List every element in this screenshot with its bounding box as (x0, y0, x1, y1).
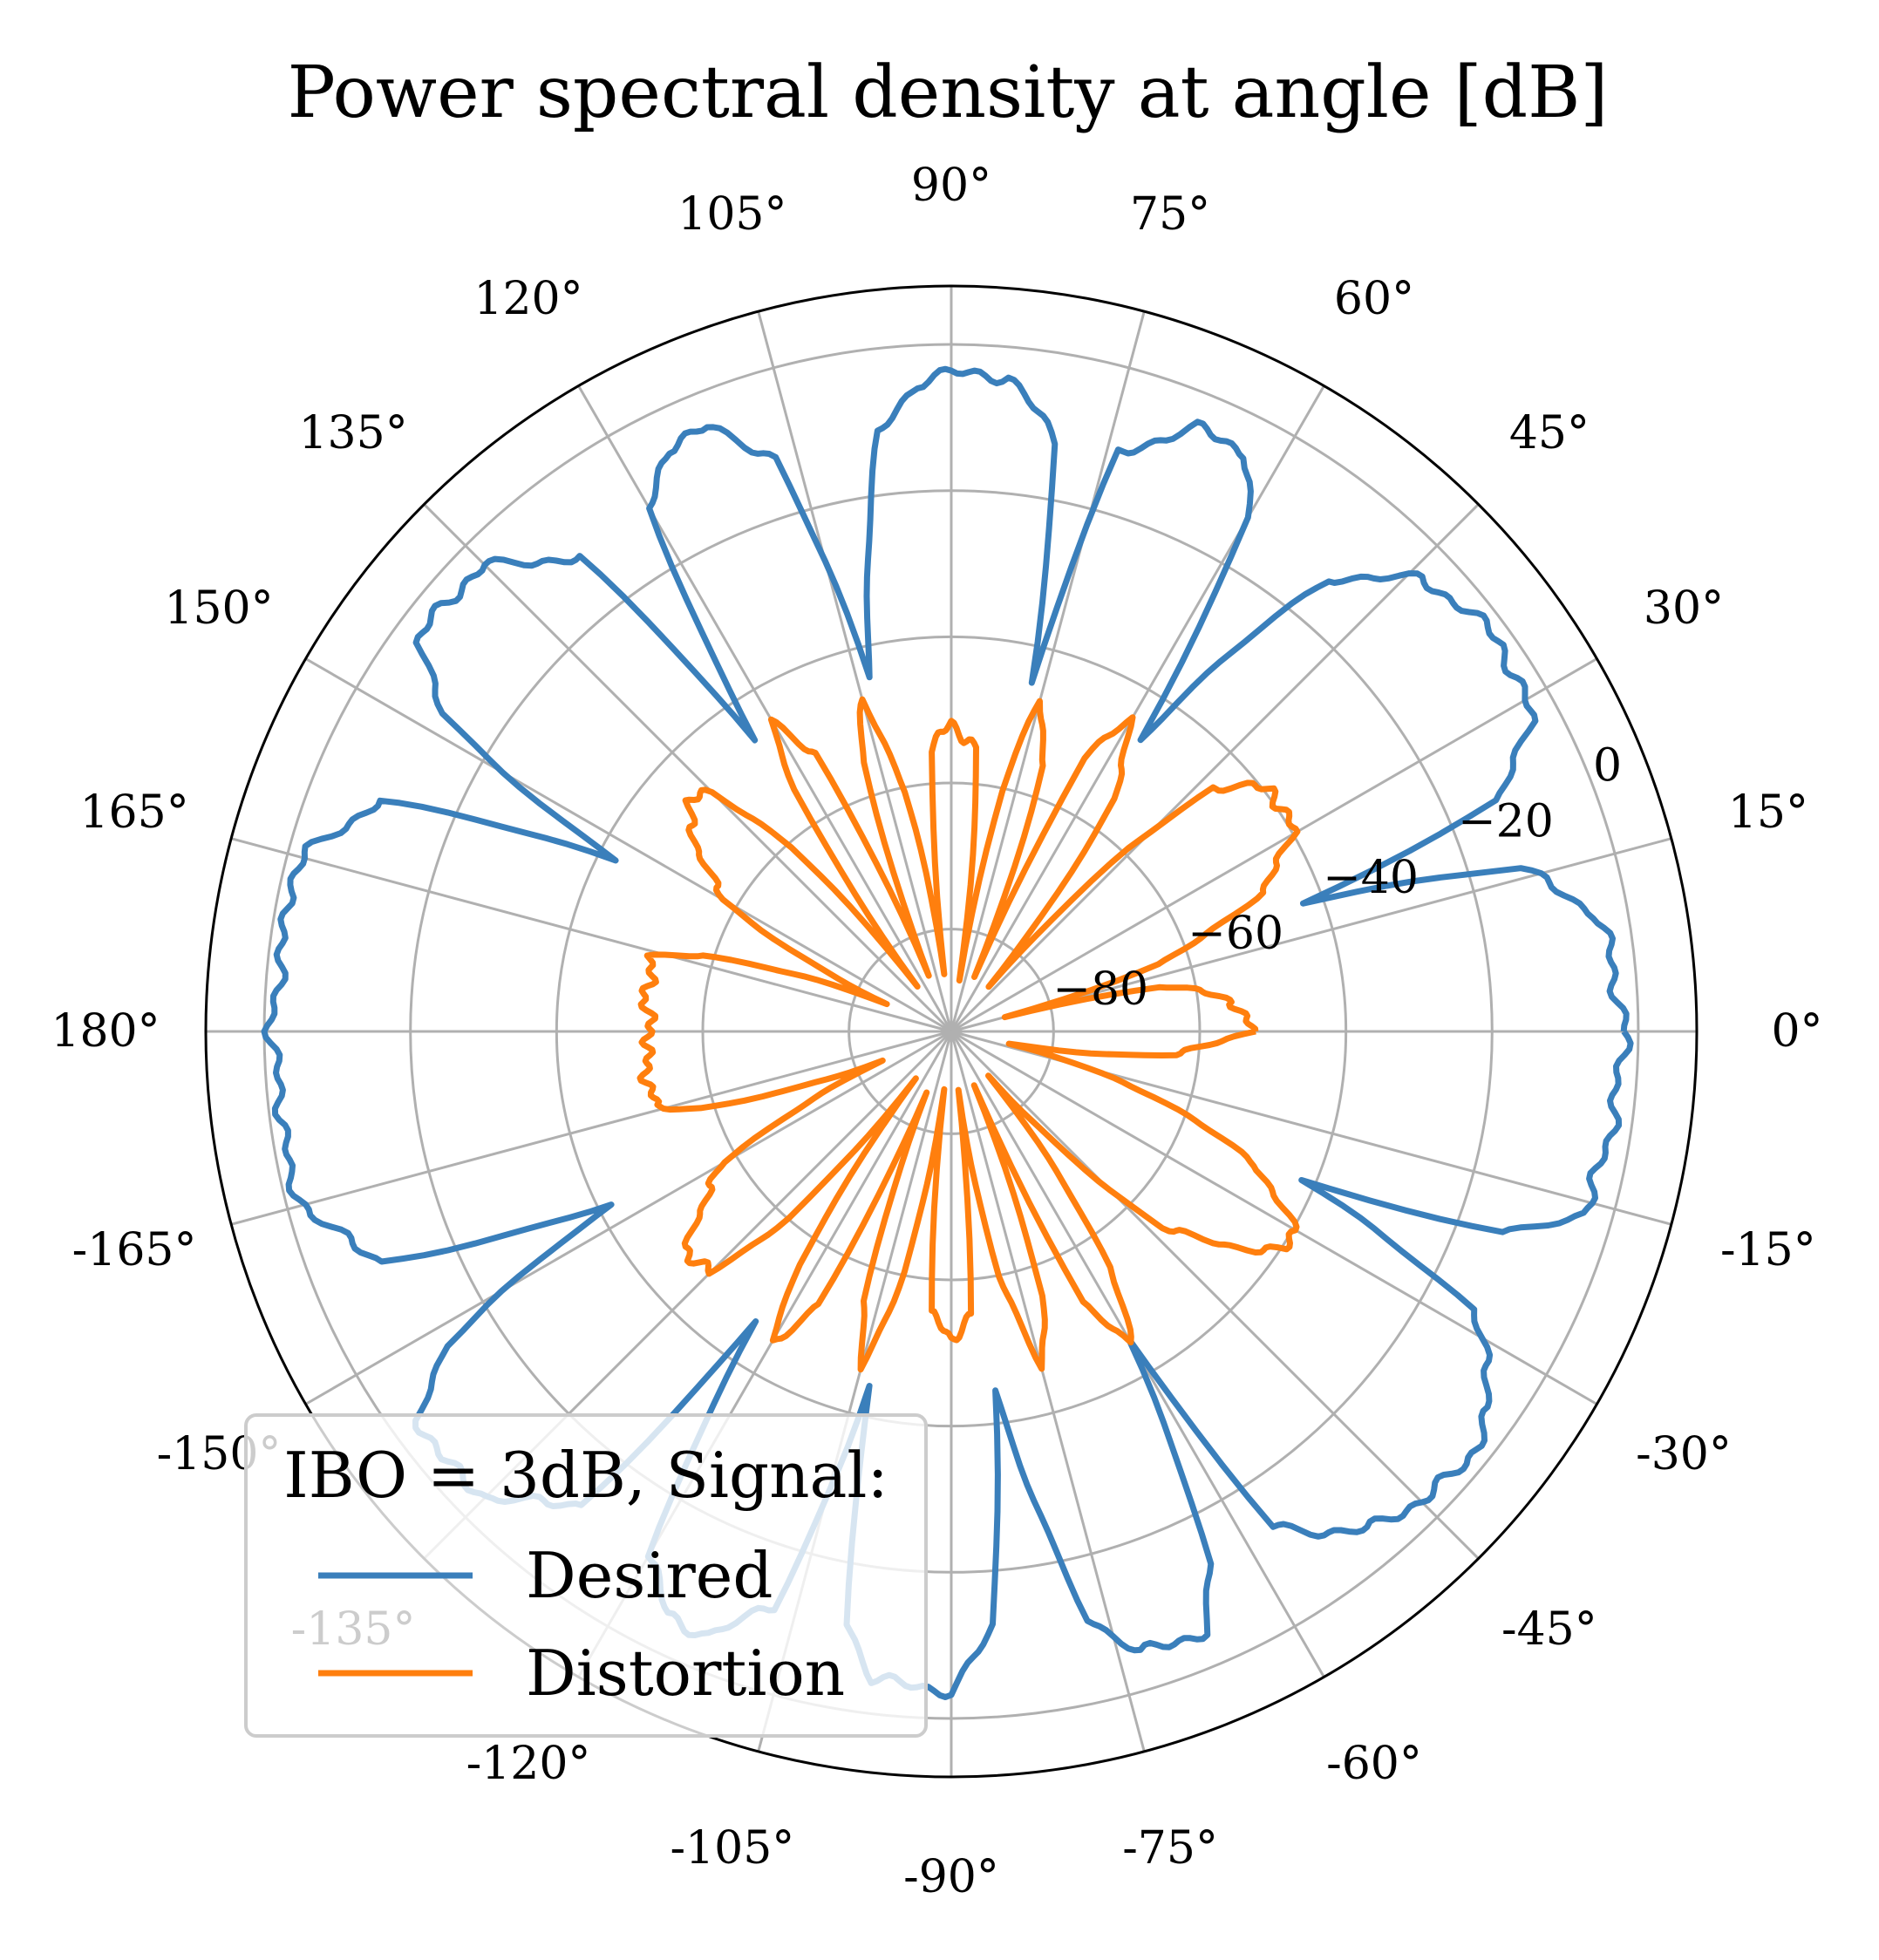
angle-tick-label: -45° (1501, 1603, 1597, 1656)
chart-title: Power spectral density at angle [dB] (288, 51, 1609, 134)
angular-gridline (950, 657, 1598, 1033)
legend-title: IBO = 3dB, Signal: (283, 1439, 888, 1512)
angle-tick-label: 15° (1728, 786, 1808, 839)
radial-tick-label: −40 (1323, 852, 1419, 904)
radial-tick-label: 0 (1593, 740, 1622, 793)
angle-tick-label: -60° (1326, 1738, 1422, 1790)
angle-tick-label: -90° (903, 1851, 999, 1903)
polar-frame (204, 284, 1699, 1779)
radial-labels: −80 −60 −40 −20 0 (1052, 740, 1622, 1017)
angular-gridline (577, 385, 953, 1032)
angular-gridline (950, 1030, 1480, 1560)
angular-gridline (950, 1030, 1598, 1405)
angular-gridline (757, 310, 953, 1032)
angular-gridline (950, 310, 1146, 1032)
angle-tick-label: 165° (79, 786, 188, 839)
angular-gridline (950, 385, 1325, 1032)
angle-tick-label: 60° (1334, 273, 1414, 325)
angle-tick-label: -75° (1122, 1822, 1218, 1875)
legend-label-desired: Desired (526, 1539, 773, 1612)
angle-tick-label: -30° (1636, 1428, 1732, 1480)
angular-gridline (304, 657, 952, 1033)
distortion-series-line (637, 696, 1301, 1373)
angle-tick-label: 135° (298, 407, 407, 459)
legend-box (244, 1413, 928, 1738)
legend: IBO = 3dB, Signal: Desired Distortion (244, 1413, 928, 1738)
angular-gridline (423, 503, 953, 1033)
angular-gridline (230, 1030, 952, 1226)
angle-tick-label: 120° (473, 273, 582, 325)
angle-tick-label: 150° (164, 582, 273, 635)
angle-tick-label: 30° (1644, 582, 1724, 635)
angle-tick-label: 75° (1130, 188, 1210, 241)
angular-gridline (304, 1030, 952, 1405)
angle-tick-label: 0° (1771, 1005, 1822, 1058)
angle-tick-label: -105° (670, 1822, 794, 1875)
legend-label-distortion: Distortion (526, 1637, 845, 1710)
angular-gridline (950, 503, 1480, 1033)
angular-gridline (230, 837, 952, 1033)
angle-tick-label: 90° (911, 160, 991, 212)
angle-tick-label: 180° (51, 1005, 160, 1058)
radial-tick-label: −60 (1188, 908, 1283, 960)
angle-tick-label: -15° (1720, 1224, 1816, 1276)
angle-tick-label: 105° (677, 188, 786, 241)
angle-tick-label: -165° (72, 1224, 197, 1276)
radial-tick-label: −80 (1052, 963, 1148, 1016)
angle-labels: 0° 15° 30° 45° 60° 75° 90° 105° 120° 135° 150° 165°… (51, 160, 1822, 1903)
radial-tick-label: −20 (1458, 796, 1554, 848)
angle-tick-label: -120° (466, 1738, 591, 1790)
angle-tick-label: 45° (1509, 407, 1590, 459)
series-layer (261, 365, 1634, 1700)
